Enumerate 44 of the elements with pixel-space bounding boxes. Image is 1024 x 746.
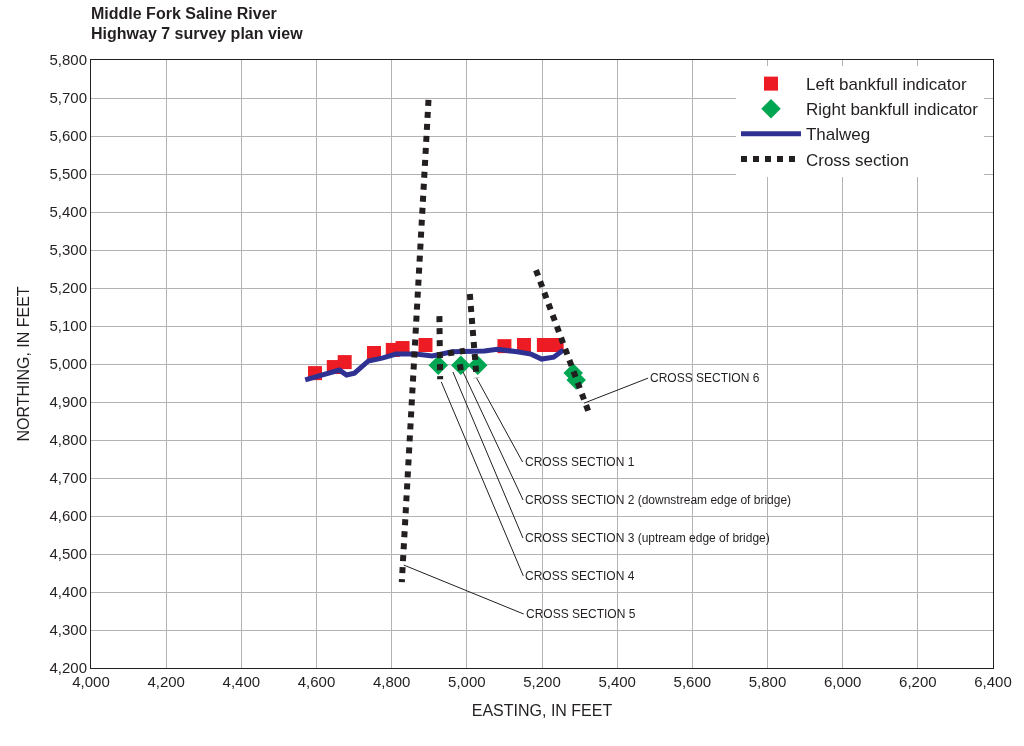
y-tick-label: 4,700 (49, 469, 87, 487)
annotation: CROSS SECTION 6 (650, 371, 760, 385)
point (337, 355, 352, 370)
legend-label: Right bankfull indicator (805, 100, 979, 120)
annotation: CROSS SECTION 2 (downstream edge of bridge) (525, 493, 792, 507)
y-tick-label: 5,800 (49, 51, 87, 69)
annotation: CROSS SECTION 4 (525, 569, 635, 583)
x-tick-label: 5,800 (748, 673, 787, 690)
y-tick-label: 5,300 (49, 241, 87, 259)
x-tick-label: 5,000 (448, 673, 486, 690)
x-tick-label: 4,400 (222, 673, 261, 690)
y-tick-label: 5,400 (49, 203, 87, 221)
y-tick-label: 5,500 (49, 165, 87, 183)
y-tick-label: 4,400 (49, 583, 87, 601)
y-tick-label: 5,600 (49, 127, 87, 145)
y-tick-label: 5,000 (49, 355, 87, 373)
point (418, 338, 433, 352)
x-tick-label: 6,000 (823, 673, 862, 690)
annotation: CROSS SECTION 5 (526, 607, 636, 621)
annotation: CROSS SECTION 1 (525, 455, 635, 469)
legend-label: Cross section (805, 150, 909, 170)
y-tick-label: 4,300 (49, 621, 87, 639)
x-axis-title: EASTING, IN FEET (471, 701, 613, 719)
y-tick-label: 4,600 (49, 507, 87, 525)
y-tick-label: 5,700 (49, 89, 87, 107)
x-tick-label: 4,200 (147, 673, 185, 690)
x-tick-label: 6,200 (899, 673, 937, 690)
y-tick-label: 4,900 (49, 393, 87, 411)
y-tick-label: 4,800 (49, 431, 87, 449)
legend-label: Left bankfull indicator (805, 75, 967, 95)
legend-label: Thalweg (805, 125, 871, 145)
point (536, 338, 551, 352)
chart-title: Middle Fork Saline River Highway 7 survey plan view (91, 4, 304, 43)
x-tick-label: 5,400 (598, 673, 636, 690)
x-tick-label: 4,800 (372, 673, 411, 690)
y-tick-label: 5,100 (49, 317, 87, 335)
annotation: CROSS SECTION 3 (uptream edge of bridge) (525, 531, 770, 545)
x-tick-label: 5,200 (523, 673, 561, 690)
y-tick-label: 5,200 (49, 279, 87, 297)
x-tick-label: 6,400 (974, 673, 1012, 690)
x-tick-label: 4,600 (297, 673, 336, 690)
y-tick-label: 4,500 (49, 545, 87, 563)
y-axis-title: NORTHING, IN FEET (15, 286, 33, 442)
x-tick-label: 5,600 (673, 673, 712, 690)
